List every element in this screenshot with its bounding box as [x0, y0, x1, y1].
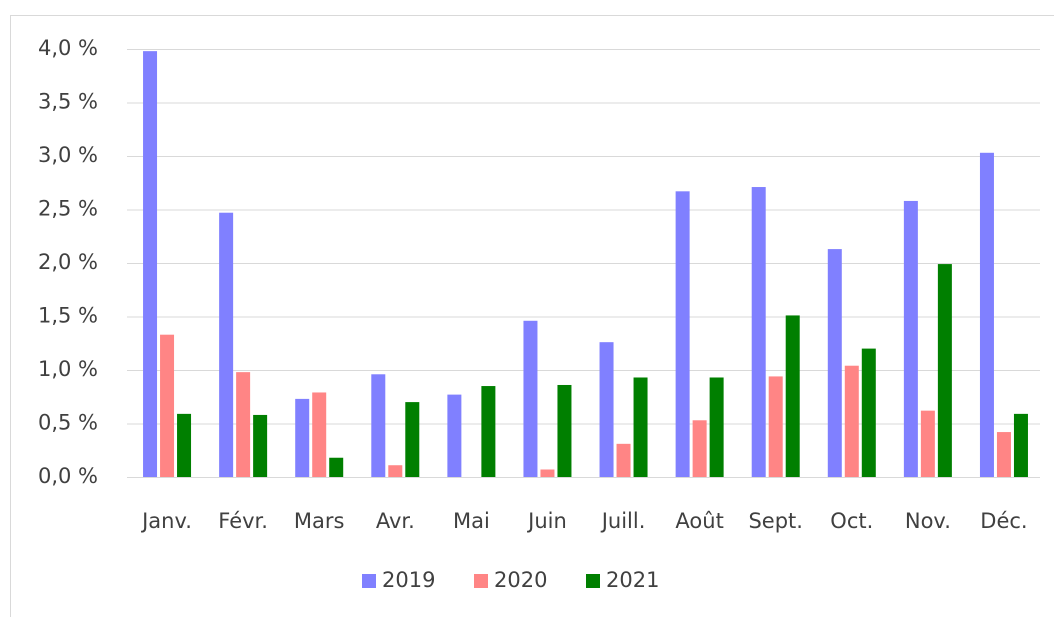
legend-swatch	[362, 574, 376, 588]
bar	[160, 334, 175, 477]
bar	[1013, 413, 1028, 477]
y-tick-label: 3,5 %	[38, 90, 98, 114]
bar	[751, 187, 766, 477]
y-tick-label: 3,0 %	[38, 143, 98, 167]
bar	[236, 372, 251, 477]
bar	[557, 384, 572, 477]
bar	[371, 374, 386, 477]
y-tick-label: 2,5 %	[38, 197, 98, 221]
bar	[827, 249, 842, 477]
bar	[979, 152, 994, 478]
bar	[253, 414, 268, 477]
x-tick-label: Oct.	[830, 509, 873, 533]
y-tick-label: 2,0 %	[38, 250, 98, 274]
y-tick-label: 1,0 %	[38, 357, 98, 381]
x-tick-label: Janv.	[140, 509, 192, 533]
x-tick-label: Mai	[453, 509, 490, 533]
bar	[177, 413, 192, 477]
legend-label: 2020	[494, 568, 547, 592]
legend-label: 2021	[606, 568, 659, 592]
x-tick-label: Juin	[526, 509, 567, 533]
bar	[616, 443, 631, 477]
bar	[312, 392, 327, 477]
x-tick-label: Juill.	[600, 509, 646, 533]
bar	[937, 264, 952, 477]
bar	[219, 212, 234, 477]
bar	[329, 457, 344, 477]
legend-swatch	[586, 574, 600, 588]
x-tick-label: Sept.	[748, 509, 803, 533]
bar	[481, 386, 496, 477]
bar	[388, 465, 403, 477]
y-tick-label: 1,5 %	[38, 304, 98, 328]
x-tick-label: Mars	[294, 509, 345, 533]
y-tick-label: 4,0 %	[38, 36, 98, 60]
legend-swatch	[474, 574, 488, 588]
bar	[540, 469, 555, 477]
x-tick-label: Févr.	[218, 509, 268, 533]
bar	[405, 402, 420, 477]
bar	[523, 320, 538, 477]
x-tick-label: Nov.	[905, 509, 951, 533]
bar	[447, 394, 462, 477]
y-tick-label: 0,0 %	[38, 464, 98, 488]
bar	[768, 376, 783, 477]
legend-label: 2019	[382, 568, 435, 592]
bar	[920, 410, 935, 477]
bar	[996, 432, 1011, 477]
bar	[844, 365, 859, 477]
y-tick-label: 0,5 %	[38, 411, 98, 435]
bar	[692, 420, 707, 477]
bar	[709, 377, 724, 477]
bar	[295, 398, 310, 477]
bar	[599, 342, 614, 477]
bar	[785, 315, 800, 477]
x-tick-label: Déc.	[980, 509, 1027, 533]
bar	[143, 51, 158, 477]
bar	[861, 348, 876, 477]
bar	[675, 191, 690, 477]
bar	[903, 200, 918, 477]
chart-frame	[10, 15, 1054, 617]
x-tick-label: Avr.	[376, 509, 415, 533]
x-tick-label: Août	[675, 509, 723, 533]
bar	[633, 377, 648, 477]
